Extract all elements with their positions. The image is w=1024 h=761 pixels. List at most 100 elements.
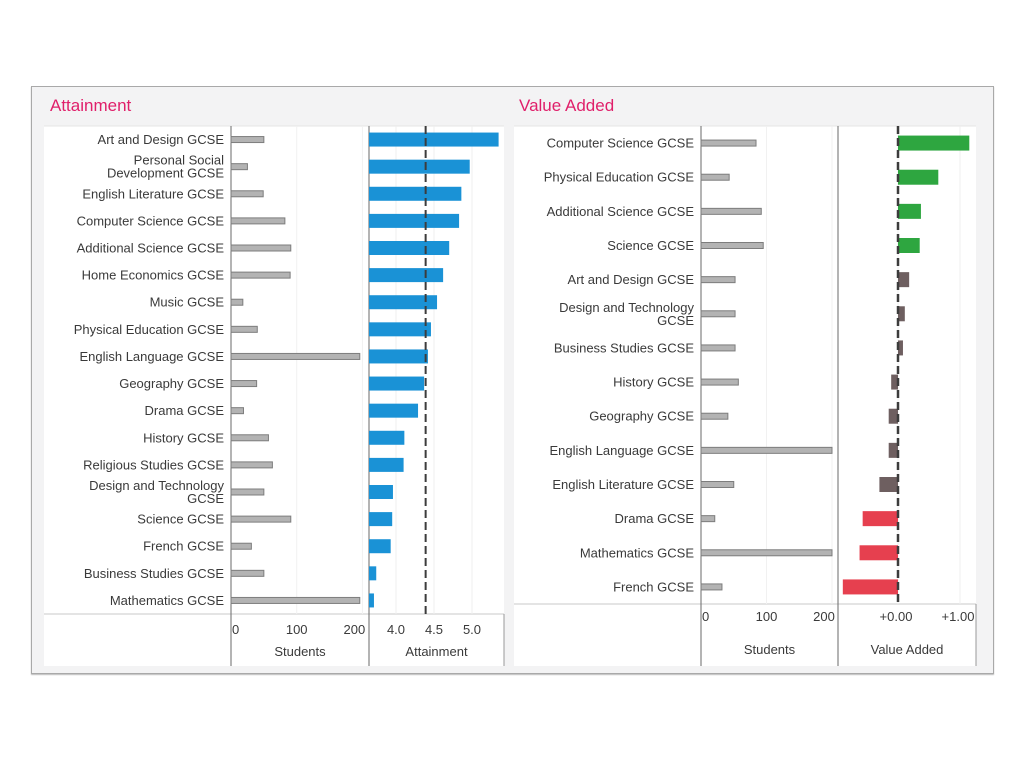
- students-bar: [230, 325, 258, 333]
- students-bar: [700, 515, 716, 523]
- category-label: Art and Design GCSE: [568, 272, 695, 287]
- value-bar: [369, 457, 404, 472]
- students-bar: [700, 481, 735, 488]
- category-label: Geography GCSE: [589, 409, 694, 424]
- category-label: History GCSE: [613, 375, 694, 390]
- students-bar: [230, 596, 361, 604]
- category-label: Business Studies GCSE: [554, 340, 695, 355]
- dashboard-frame: Attainment Value Added Art and Design GC…: [31, 86, 994, 674]
- students-bar: [700, 207, 762, 215]
- category-label: Physical Education GCSE: [74, 322, 225, 337]
- attainment-title: Attainment: [50, 96, 132, 115]
- category-label: Drama GCSE: [615, 511, 695, 526]
- students-bar: [700, 310, 736, 318]
- category-label: Mathematics GCSE: [580, 545, 694, 560]
- students-bar: [230, 434, 269, 442]
- value-bar: [898, 135, 970, 151]
- value-bar: [369, 322, 431, 337]
- value-bar: [898, 272, 910, 288]
- value-bar: [369, 403, 419, 418]
- category-label: English Language GCSE: [549, 443, 694, 458]
- value-tick-label: +1.00: [942, 609, 975, 624]
- students-bar: [230, 569, 265, 577]
- category-label: Mathematics GCSE: [110, 593, 224, 608]
- category-label: Design and Technology GCSE: [89, 478, 224, 506]
- category-label: History GCSE: [143, 430, 224, 445]
- students-tick-label: 200: [344, 622, 366, 637]
- value-bar: [369, 512, 393, 527]
- students-axis-title: Students: [744, 642, 796, 657]
- category-label: Home Economics GCSE: [82, 268, 225, 283]
- students-bar: [230, 352, 361, 360]
- value-tick-label: 5.0: [463, 622, 481, 637]
- value-bar: [898, 203, 921, 219]
- students-bar: [230, 217, 286, 225]
- students-tick-label: 0: [702, 609, 709, 624]
- value-bar: [369, 566, 377, 581]
- value-bar: [369, 132, 499, 147]
- students-tick-label: 200: [813, 609, 835, 624]
- students-bar: [230, 515, 292, 523]
- value-bar: [369, 593, 374, 608]
- category-label: English Literature GCSE: [552, 477, 694, 492]
- value-bar: [369, 349, 428, 364]
- students-bar: [230, 488, 265, 496]
- value-bar: [898, 306, 905, 322]
- value-bar: [369, 485, 393, 499]
- category-label: English Literature GCSE: [82, 186, 224, 201]
- category-label: Additional Science GCSE: [77, 241, 225, 256]
- value-bar: [898, 169, 939, 185]
- category-label: Design and Technology GCSE: [559, 300, 694, 328]
- value-bar: [842, 579, 898, 595]
- category-label: English Language GCSE: [79, 349, 224, 364]
- students-bar: [230, 380, 258, 388]
- category-label: Computer Science GCSE: [547, 136, 695, 151]
- category-label: Religious Studies GCSE: [83, 457, 224, 472]
- students-bar: [230, 461, 273, 469]
- students-bar: [700, 549, 833, 557]
- category-label: Additional Science GCSE: [547, 204, 695, 219]
- value-added-title: Value Added: [519, 96, 615, 115]
- value-bar: [369, 159, 470, 174]
- students-bar: [700, 446, 833, 454]
- value-bar: [369, 539, 391, 554]
- category-label: Drama GCSE: [145, 403, 225, 418]
- value-bar: [369, 213, 460, 228]
- students-bar: [230, 244, 292, 252]
- attainment-chart-svg: Art and Design GCSE Personal Social Develo…: [44, 125, 505, 666]
- students-tick-label: 100: [756, 609, 778, 624]
- students-bar: [230, 136, 265, 144]
- students-bar: [230, 542, 252, 550]
- category-label: Business Studies GCSE: [84, 566, 225, 581]
- students-bar: [230, 298, 244, 306]
- value-bar: [369, 241, 450, 255]
- value-bar: [898, 238, 920, 253]
- value-added-chart: Computer Science GCSE Physical Education …: [514, 125, 977, 666]
- students-bar: [700, 378, 739, 386]
- students-bar: [700, 173, 730, 181]
- category-label: Physical Education GCSE: [544, 170, 695, 185]
- value-axis-title: Attainment: [405, 644, 468, 659]
- category-label: Computer Science GCSE: [77, 213, 225, 228]
- category-label: Personal Social Development GCSE: [107, 153, 224, 181]
- value-bar: [369, 295, 438, 310]
- value-bar: [369, 186, 462, 201]
- category-label: Art and Design GCSE: [98, 132, 225, 147]
- category-label: Music GCSE: [150, 295, 225, 310]
- value-added-chart-svg: Computer Science GCSE Physical Education …: [514, 125, 977, 666]
- value-bar: [369, 430, 405, 445]
- students-bar: [700, 583, 723, 591]
- students-tick-label: 0: [232, 622, 239, 637]
- value-bar: [898, 340, 903, 356]
- students-bar: [230, 190, 264, 198]
- students-bar: [230, 407, 244, 415]
- attainment-chart: Art and Design GCSE Personal Social Develo…: [44, 125, 505, 666]
- students-bar: [700, 276, 736, 284]
- students-bar: [700, 344, 736, 352]
- value-tick-label: +0.00: [880, 609, 913, 624]
- category-label: Science GCSE: [607, 238, 694, 253]
- value-bar: [859, 545, 898, 561]
- students-bar: [230, 271, 291, 279]
- value-bar: [369, 268, 444, 283]
- category-label: French GCSE: [143, 539, 224, 554]
